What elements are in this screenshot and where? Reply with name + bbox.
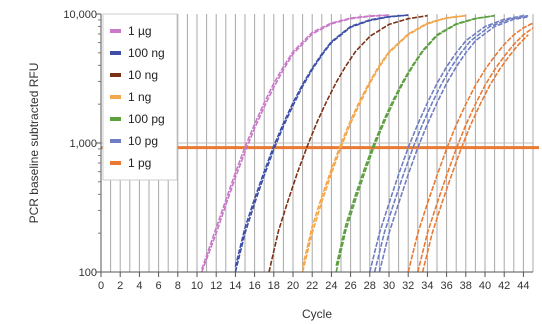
x-tick-label: 2	[117, 280, 123, 292]
x-tick-label: 28	[364, 280, 376, 292]
series-line	[301, 14, 466, 267]
series-line	[373, 14, 529, 272]
series-layer	[201, 14, 533, 272]
x-tick-label: 0	[98, 280, 104, 292]
x-tick-label: 32	[402, 280, 414, 292]
series-line	[335, 14, 495, 272]
legend-swatch	[110, 29, 121, 33]
axes: 0 2 4 6 8 10 12 14 16 18 20 22 24 26 28 30 32 34 36 38 40 42 4…	[63, 9, 533, 292]
series-line	[407, 22, 533, 272]
legend-swatch	[110, 51, 121, 55]
series-line	[378, 16, 529, 272]
series-line	[421, 34, 529, 272]
series-line	[335, 14, 495, 266]
x-tick-label: 26	[344, 280, 356, 292]
x-tick-label: 30	[383, 280, 395, 292]
x-tick-label: 20	[287, 280, 299, 292]
x-tick-label: 22	[306, 280, 318, 292]
legend-swatch	[110, 161, 121, 165]
legend-label: 100 ng	[128, 46, 165, 60]
x-axis-title: Cycle	[302, 307, 332, 321]
y-axis-title: PCR baseline subtracted RFU	[27, 63, 41, 224]
legend-swatch	[110, 139, 121, 143]
legend-label: 1 ng	[128, 90, 151, 104]
x-tick-label: 8	[175, 280, 181, 292]
legend-label: 1 µg	[128, 24, 152, 38]
legend-label: 10 ng	[128, 68, 158, 82]
legend-swatch	[110, 95, 121, 99]
x-tick-label: 16	[248, 280, 260, 292]
x-tick-label: 42	[498, 280, 510, 292]
x-tick-label: 44	[517, 280, 529, 292]
legend-label: 10 pg	[128, 134, 158, 148]
legend-label: 100 pg	[128, 112, 165, 126]
legend-box	[102, 13, 178, 181]
series-line	[234, 14, 409, 267]
legend-swatch	[110, 73, 121, 77]
series-line	[369, 14, 524, 272]
x-tick-label: 18	[268, 280, 280, 292]
x-tick-label: 10	[191, 280, 203, 292]
series-line	[201, 14, 390, 270]
x-tick-label: 34	[421, 280, 433, 292]
y-tick-label: 1,000	[69, 138, 97, 150]
series-line	[268, 14, 428, 272]
x-tick-label: 36	[440, 280, 452, 292]
y-tick-label: 100	[79, 267, 97, 279]
x-tick-label: 14	[229, 280, 241, 292]
x-tick-label: 6	[156, 280, 162, 292]
x-tick-label: 38	[460, 280, 472, 292]
series-line	[201, 14, 390, 272]
x-tick-label: 12	[210, 280, 222, 292]
legend: 1 µg 100 ng 10 ng 1 ng 100 pg 10 pg 1 pg	[102, 13, 178, 181]
x-tick-label: 40	[479, 280, 491, 292]
legend-label: 1 pg	[128, 156, 151, 170]
x-tick-label: 4	[136, 280, 142, 292]
x-tick-label: 24	[325, 280, 337, 292]
legend-swatch	[110, 117, 121, 121]
series-line	[417, 27, 533, 272]
y-tick-label: 10,000	[63, 9, 97, 21]
